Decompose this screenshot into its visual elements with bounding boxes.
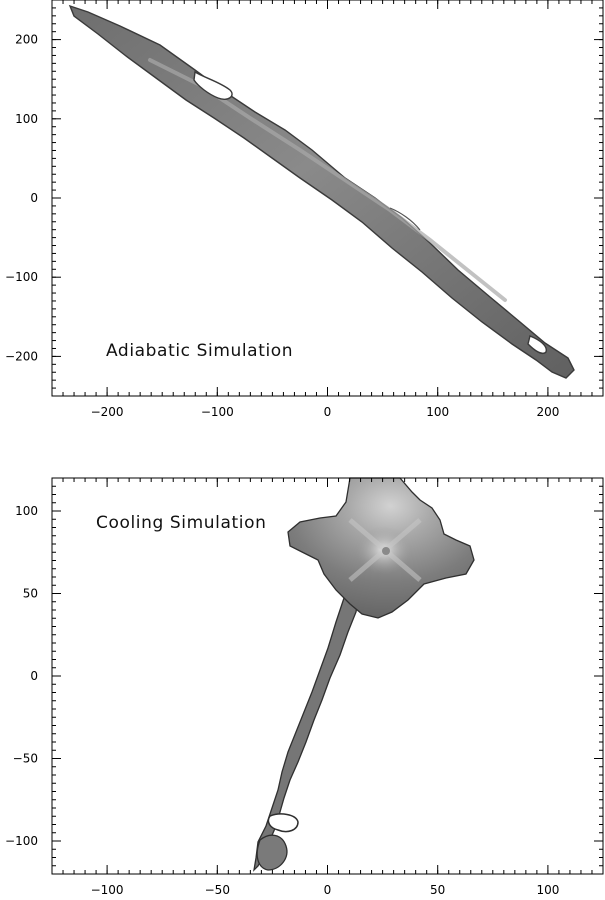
x-tick-label: 100 [536,883,559,897]
x-tick-label: 0 [324,405,332,419]
y-tick-label: −100 [5,270,38,284]
y-tick-label: 50 [23,587,38,601]
adiabatic-simulation-image [68,4,575,379]
y-tick-label: −200 [5,349,38,363]
y-tick-label: 100 [15,112,38,126]
cooling-simulation-image [253,477,475,872]
x-tick-label: 0 [324,883,332,897]
contour-line [389,207,421,231]
contour-loop [267,813,299,833]
x-tick-label: 100 [426,405,449,419]
cooling-panel: Cooling Simulation [51,477,604,875]
x-tick-label: 50 [430,883,445,897]
adiabatic-label: Adiabatic Simulation [106,341,293,361]
adiabatic-panel: Adiabatic Simulation [51,0,604,397]
x-tick-label: −100 [201,405,234,419]
x-tick-label: −50 [205,883,230,897]
halo-center [382,547,390,555]
y-tick-label: 200 [15,33,38,47]
y-tick-label: 100 [15,504,38,518]
filament-body [68,4,575,379]
cooling-label: Cooling Simulation [96,513,266,533]
contour-loop [527,335,547,354]
axes-layer: −200 −100 0 100 200 200 100 0 −100 −200 −100 −50 0 50… [5,0,603,897]
x-tick-label: −100 [91,883,124,897]
filament-blob [256,834,288,871]
x-tick-label: 200 [536,405,559,419]
y-tick-label: −100 [5,834,38,848]
contour-loop [193,70,233,100]
y-tick-label: 0 [30,191,38,205]
x-tick-label: −200 [91,405,124,419]
y-tick-label: 0 [30,669,38,683]
y-tick-label: −50 [13,752,38,766]
filament-tail [253,580,361,872]
